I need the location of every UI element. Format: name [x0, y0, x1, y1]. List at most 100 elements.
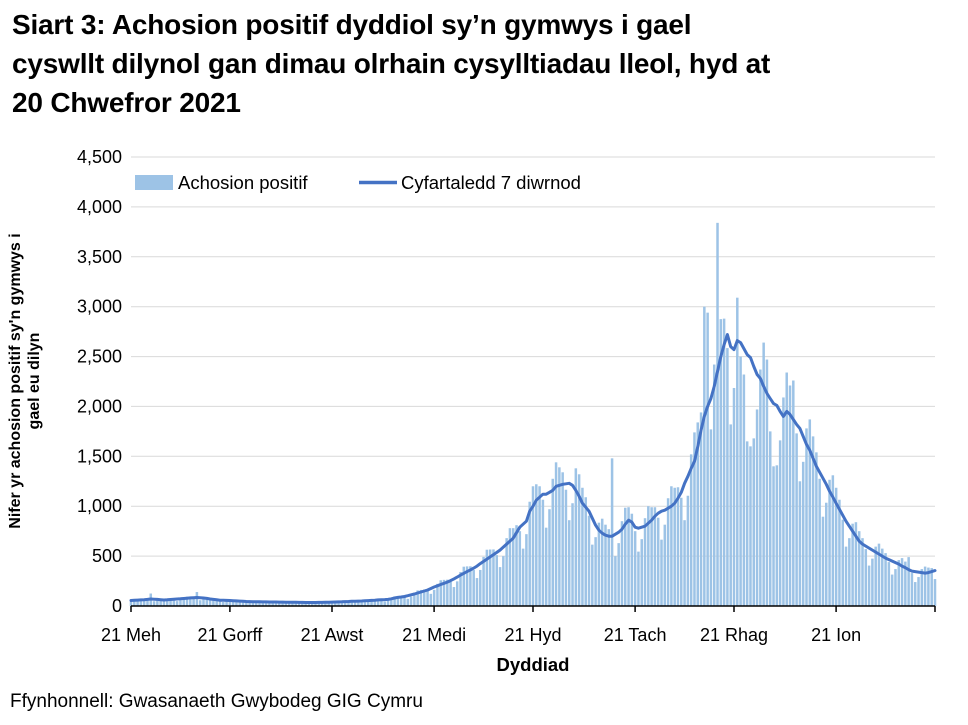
bar: [413, 592, 416, 606]
x-tick-label: 21 Gorff: [198, 625, 264, 645]
bar: [396, 596, 400, 606]
bar: [923, 566, 927, 606]
bar: [248, 602, 251, 606]
bar: [726, 348, 729, 606]
bar: [218, 600, 222, 606]
bar: [584, 497, 587, 606]
bar: [268, 603, 271, 606]
bar: [920, 569, 924, 606]
bar: [442, 579, 446, 606]
bar: [525, 534, 528, 606]
bar: [881, 548, 884, 606]
bar: [660, 539, 663, 606]
bar: [159, 599, 162, 606]
bar: [182, 597, 185, 606]
bar: [633, 531, 637, 606]
bar: [574, 468, 578, 606]
bar: [162, 598, 166, 606]
bar: [485, 549, 489, 606]
bar: [795, 433, 798, 606]
bar: [479, 569, 482, 606]
bar: [179, 599, 182, 606]
bar: [508, 528, 512, 606]
bar: [930, 568, 933, 606]
bar: [469, 566, 472, 606]
bar: [643, 518, 647, 606]
bar: [762, 342, 765, 606]
bar: [927, 567, 930, 606]
bar: [825, 502, 828, 606]
bar: [192, 596, 195, 606]
bar: [492, 549, 495, 606]
bar: [571, 503, 574, 606]
bar: [518, 531, 522, 606]
bar: [653, 507, 657, 606]
bar: [416, 590, 419, 606]
bar: [370, 599, 373, 606]
bar: [871, 558, 874, 606]
bar: [848, 538, 851, 606]
bar: [495, 555, 498, 606]
bar: [228, 599, 232, 606]
bar: [838, 499, 841, 606]
bar: [663, 524, 667, 606]
bar: [703, 306, 706, 606]
bar: [310, 602, 314, 606]
bar: [716, 222, 719, 606]
bar: [297, 602, 301, 606]
bar: [511, 528, 515, 606]
y-axis-tick-labels: 0 500 1,000 1,500 2,000 2,500 3,000 3,500 4,000 4…: [77, 147, 122, 616]
bar: [640, 539, 643, 606]
bar: [719, 319, 723, 606]
bar: [245, 602, 248, 606]
bar: [304, 602, 307, 606]
bar: [367, 600, 370, 606]
bar: [554, 462, 558, 606]
bar: [792, 380, 795, 606]
bar: [274, 601, 278, 606]
bar: [330, 601, 334, 606]
bar: [156, 600, 159, 606]
bar: [834, 487, 838, 606]
bar: [258, 601, 261, 606]
bar: [251, 601, 255, 606]
bar: [801, 461, 805, 606]
bar: [284, 601, 288, 606]
bar: [884, 553, 887, 606]
bar: [689, 454, 693, 606]
bar: [271, 602, 274, 606]
bar: [472, 569, 475, 606]
bar: [857, 531, 861, 606]
bar: [729, 424, 732, 606]
bar: [874, 546, 877, 606]
bar: [528, 501, 531, 606]
bar: [390, 598, 393, 606]
x-tick-label: 21 Meh: [101, 625, 161, 645]
bar: [561, 472, 564, 606]
bar: [241, 601, 245, 606]
bar: [772, 466, 775, 606]
bar: [755, 409, 759, 606]
bar: [205, 597, 209, 606]
bar: [637, 551, 640, 606]
bar: [195, 592, 199, 606]
x-tick-label: 21 Rhag: [700, 625, 768, 645]
bar: [202, 599, 205, 606]
bar: [811, 436, 815, 606]
y-tick-label: 4,000: [77, 197, 122, 217]
bar: [264, 602, 268, 606]
bar: [538, 486, 541, 606]
x-tick-label: 21 Awst: [301, 625, 364, 645]
bar: [587, 515, 591, 606]
bar: [380, 600, 383, 606]
bar: [515, 525, 518, 606]
bar: [403, 597, 406, 606]
y-tick-label: 1,000: [77, 496, 122, 516]
bar: [238, 600, 241, 606]
y-tick-label: 1,500: [77, 446, 122, 466]
bar: [699, 412, 703, 606]
bar: [867, 565, 871, 606]
bar: [231, 599, 235, 606]
avg-line-series: [129, 333, 937, 604]
bar: [429, 593, 433, 606]
